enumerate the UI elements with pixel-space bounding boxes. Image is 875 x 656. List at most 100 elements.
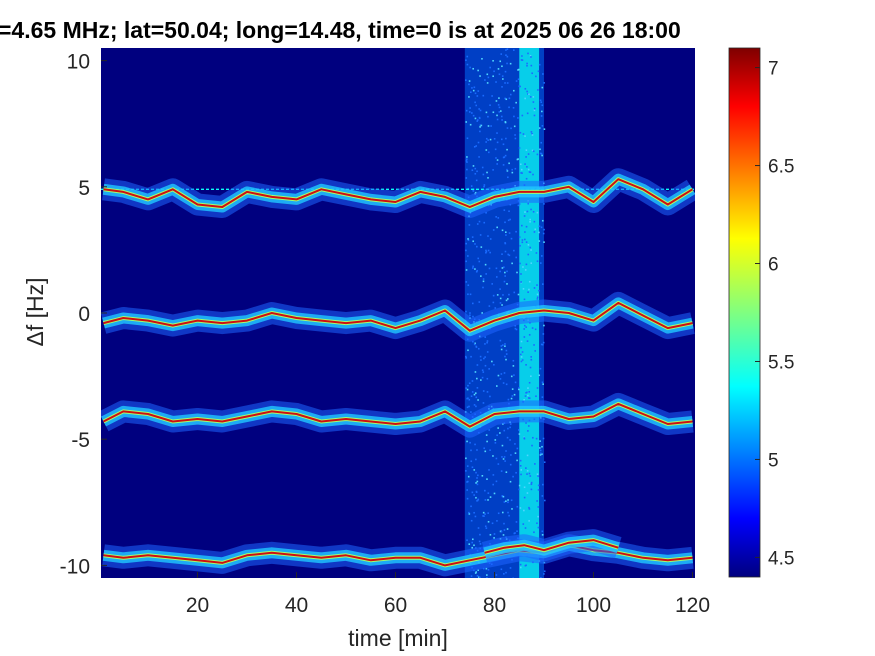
noise-speckle xyxy=(532,436,534,439)
noise-speckle xyxy=(482,280,485,283)
noise-speckle xyxy=(511,395,514,397)
noise-speckle xyxy=(536,387,539,389)
noise-speckle xyxy=(523,328,526,330)
noise-speckle xyxy=(473,393,476,396)
noise-speckle xyxy=(539,148,541,151)
noise-speckle xyxy=(469,312,471,314)
noise-speckle xyxy=(504,154,507,157)
noise-speckle xyxy=(484,79,486,81)
noise-speckle xyxy=(481,376,484,379)
noise-speckle xyxy=(481,369,484,372)
noise-speckle xyxy=(495,81,497,83)
noise-speckle xyxy=(506,168,508,171)
noise-speckle xyxy=(529,475,532,477)
noise-speckle xyxy=(487,115,489,118)
noise-speckle xyxy=(482,390,485,392)
noise-speckle xyxy=(543,82,545,84)
noise-speckle xyxy=(466,137,469,140)
noise-speckle xyxy=(502,534,505,536)
noise-speckle xyxy=(486,171,488,174)
noise-speckle xyxy=(499,339,502,342)
noise-speckle xyxy=(543,461,546,464)
noise-speckle xyxy=(502,156,505,159)
noise-speckle xyxy=(468,80,471,82)
noise-speckle xyxy=(537,475,539,477)
noise-speckle xyxy=(525,564,527,567)
noise-speckle xyxy=(479,533,481,536)
noise-speckle xyxy=(541,125,544,127)
noise-speckle xyxy=(470,519,473,522)
noise-speckle xyxy=(470,185,473,187)
x-tick-label: 60 xyxy=(384,594,407,617)
noise-speckle xyxy=(526,90,528,93)
noise-speckle xyxy=(523,336,526,338)
noise-speckle xyxy=(500,470,503,472)
noise-speckle xyxy=(487,568,490,571)
noise-speckle xyxy=(503,209,506,211)
noise-speckle xyxy=(513,49,515,51)
noise-speckle xyxy=(520,59,523,61)
noise-speckle xyxy=(520,168,523,171)
noise-speckle xyxy=(466,168,468,171)
noise-speckle xyxy=(513,374,515,376)
noise-speckle xyxy=(526,112,529,115)
noise-speckle xyxy=(506,48,509,51)
noise-speckle xyxy=(527,394,529,397)
noise-speckle xyxy=(498,111,501,113)
noise-speckle xyxy=(519,465,522,467)
noise-speckle xyxy=(514,134,516,136)
noise-speckle xyxy=(480,246,483,248)
noise-speckle xyxy=(475,145,478,147)
noise-speckle xyxy=(469,123,472,126)
noise-speckle xyxy=(474,172,477,175)
noise-speckle xyxy=(493,138,496,140)
noise-speckle xyxy=(482,402,485,404)
noise-speckle xyxy=(525,467,527,469)
noise-speckle xyxy=(519,244,521,247)
noise-speckle xyxy=(511,168,513,171)
y-axis: 10 5 0 -5 -10 xyxy=(60,51,107,578)
noise-speckle xyxy=(525,156,527,158)
noise-speckle xyxy=(475,104,478,107)
noise-speckle xyxy=(479,109,482,112)
noise-speckle xyxy=(484,513,486,515)
noise-speckle xyxy=(471,546,474,549)
noise-speckle xyxy=(503,372,506,374)
noise-speckle xyxy=(529,96,532,98)
noise-speckle xyxy=(467,475,470,478)
noise-speckle xyxy=(466,440,468,443)
noise-speckle xyxy=(508,514,510,517)
noise-speckle xyxy=(478,117,481,120)
noise-speckle xyxy=(469,293,472,296)
noise-speckle xyxy=(475,405,477,408)
noise-speckle xyxy=(495,480,498,483)
noise-speckle xyxy=(494,148,497,151)
noise-speckle xyxy=(495,267,498,270)
noise-speckle xyxy=(468,224,471,226)
noise-speckle xyxy=(529,171,532,174)
noise-speckle xyxy=(484,489,486,492)
noise-speckle xyxy=(483,185,485,188)
noise-speckle xyxy=(486,377,489,380)
noise-speckle xyxy=(491,95,493,97)
noise-speckle xyxy=(537,506,540,508)
noise-speckle xyxy=(501,65,503,68)
noise-speckle xyxy=(505,137,507,140)
noise-speckle xyxy=(504,460,506,462)
noise-speckle xyxy=(505,500,507,503)
noise-speckle xyxy=(542,232,545,235)
noise-speckle xyxy=(465,269,468,271)
noise-speckle xyxy=(513,89,515,92)
noise-speckle xyxy=(530,481,533,484)
noise-speckle xyxy=(491,283,494,285)
noise-speckle xyxy=(537,489,540,491)
noise-speckle xyxy=(492,483,494,486)
noise-speckle xyxy=(482,278,485,280)
noise-speckle xyxy=(485,567,488,570)
noise-speckle xyxy=(504,121,507,124)
noise-speckle xyxy=(493,364,495,366)
noise-speckle xyxy=(509,567,512,569)
noise-speckle xyxy=(488,305,491,307)
noise-speckle xyxy=(514,137,517,140)
x-tick-label: 20 xyxy=(186,594,209,617)
